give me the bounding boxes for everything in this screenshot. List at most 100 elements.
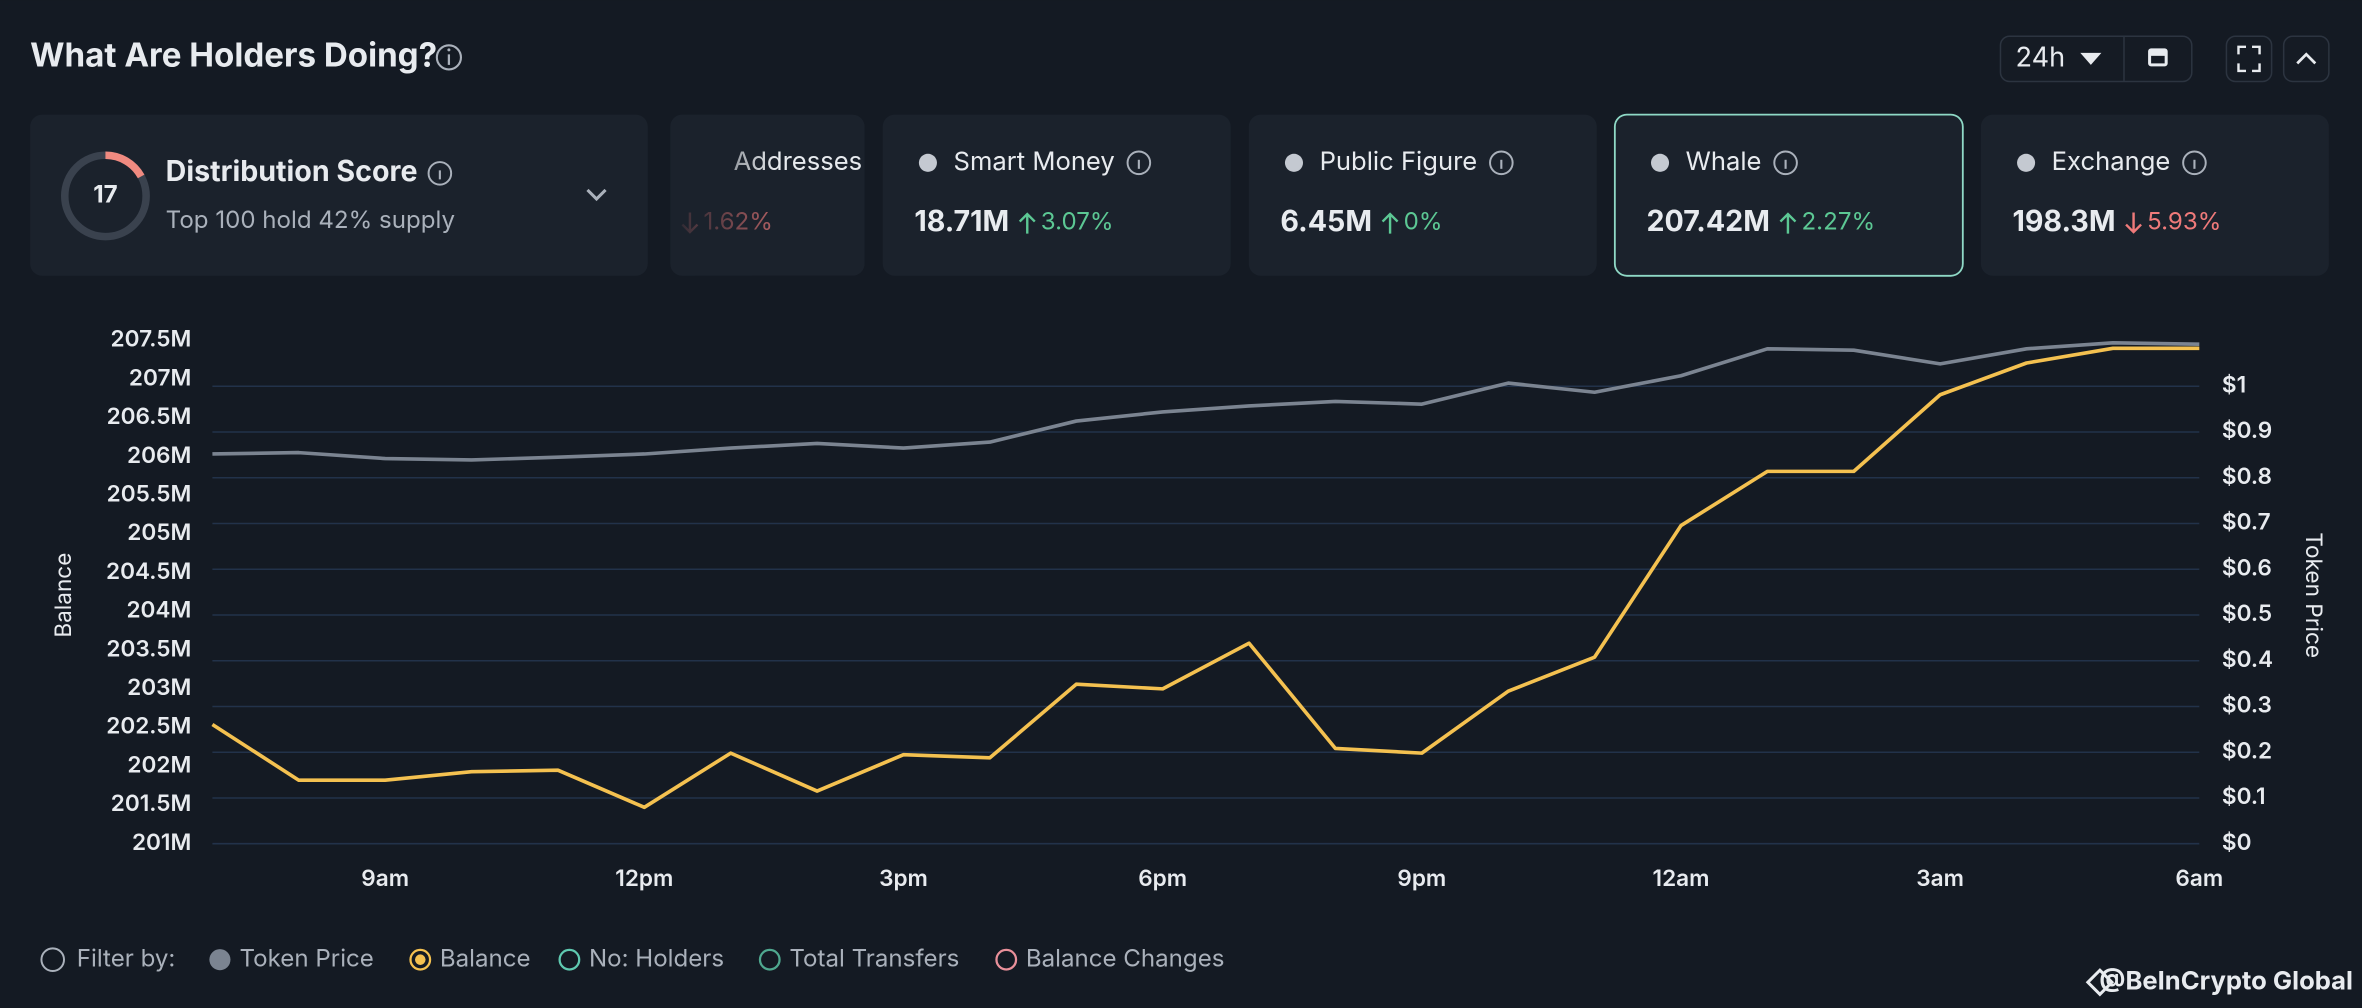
legend-label: Balance Changes xyxy=(1026,943,1225,972)
y2-tick-label: $0.8 xyxy=(2222,463,2272,490)
collapse-button[interactable] xyxy=(2282,35,2330,83)
y-tick-label: 204.5M xyxy=(106,558,191,585)
change-arrow xyxy=(1381,212,1399,234)
chevron xyxy=(586,188,607,202)
y-tick-label: 204M xyxy=(126,597,191,624)
card-icon xyxy=(1284,153,1304,172)
y-tick-label: 202M xyxy=(127,751,191,778)
y-tick-label: 202.5M xyxy=(106,713,191,740)
stat-card[interactable]: Public Figure 6.45M 0% xyxy=(1248,114,1597,276)
y-tick-label: 205.5M xyxy=(107,481,192,508)
series-line xyxy=(212,341,2200,462)
y2-tick-label: $0.5 xyxy=(2222,600,2272,627)
card-label: Public Figure xyxy=(1320,146,1478,177)
y-tick-label: 203M xyxy=(127,674,191,701)
card-change: 3.07% xyxy=(1041,207,1114,236)
card-bg xyxy=(1980,114,2329,276)
filter-item[interactable]: Balance Changes xyxy=(995,943,1225,972)
info-icon[interactable] xyxy=(1489,150,1514,176)
y2-axis-title: Token Price xyxy=(2300,532,2327,658)
info-icon[interactable] xyxy=(1126,150,1152,176)
card-icon xyxy=(918,153,937,172)
y2-tick-label: $0.2 xyxy=(2222,737,2272,764)
x-tick-label: 6am xyxy=(2175,865,2223,892)
info-icon xyxy=(40,947,66,972)
card-icon xyxy=(1650,153,1670,172)
card-bg xyxy=(1613,113,1964,277)
info-icon[interactable] xyxy=(435,44,463,71)
y-tick-label: 205M xyxy=(127,519,191,546)
y-tick-label: 207M xyxy=(129,364,191,391)
legend-label: Balance xyxy=(440,943,531,972)
card-value: 6.45M xyxy=(1280,203,1372,238)
filter-item[interactable]: Token Price xyxy=(209,943,374,972)
y2-tick-label: $0.3 xyxy=(2222,692,2272,719)
time-range: 24h xyxy=(2016,40,2066,73)
x-tick-label: 6pm xyxy=(1138,865,1187,892)
legend-swatch xyxy=(209,949,231,971)
y-tick-label: 203.5M xyxy=(106,635,191,662)
filter-item[interactable]: No: Holders xyxy=(558,943,724,972)
y2-tick-label: $0.4 xyxy=(2222,646,2273,673)
card-change: 5.93% xyxy=(2147,207,2221,236)
y2-tick-label: $0.1 xyxy=(2222,783,2266,810)
filter-item[interactable]: Balance xyxy=(409,943,531,972)
watermark: @BeInCrypto Global xyxy=(2099,965,2353,996)
x-tick-label: 12pm xyxy=(615,865,673,892)
filter-item[interactable]: Total Transfers xyxy=(758,943,959,972)
card-bg xyxy=(1248,114,1597,276)
x-tick-label: 3am xyxy=(1916,865,1964,892)
filter-label: Filter by: xyxy=(77,943,176,972)
y-tick-label: 206M xyxy=(127,442,191,469)
score-title: Distribution Score xyxy=(166,153,418,188)
y-tick-label: 201M xyxy=(132,829,191,856)
card-label: Smart Money xyxy=(954,146,1115,177)
x-tick-label: 12am xyxy=(1653,865,1710,892)
card-change: 2.27% xyxy=(1801,207,1875,236)
distribution-card[interactable]: 17 Distribution Score Top 100 hold 42% s… xyxy=(30,114,648,276)
time-range-select[interactable]: 24h xyxy=(1999,35,2193,83)
chart: $0 $0.1 $0.2 $0.3 $0.4 $0.5 $0.6 $0.7 $0.8 $0.9 $1… xyxy=(50,326,2327,892)
score-subtitle: Top 100 hold 42% supply xyxy=(166,205,455,234)
y2-tick-label: $0.9 xyxy=(2222,417,2272,444)
legend-swatch xyxy=(758,948,781,971)
x-tick-label: 9am xyxy=(361,865,409,892)
card-icon xyxy=(2017,153,2036,172)
stat-card[interactable]: Exchange 198.3M 5.93% xyxy=(1980,114,2329,276)
title: What Are Holders Doing? xyxy=(30,34,437,74)
card-value: 18.71M xyxy=(914,203,1009,238)
x-tick-label: 3pm xyxy=(879,865,928,892)
card-bg xyxy=(882,114,1231,276)
y2-tick-label: $0.6 xyxy=(2222,554,2272,581)
filter-legend: Filter by: Token Price Balance No: Holders T… xyxy=(40,943,1225,972)
info-icon[interactable] xyxy=(1773,150,1798,176)
card-label: Whale xyxy=(1686,146,1762,177)
y2-tick-label: $1 xyxy=(2222,371,2246,398)
stat-card[interactable]: Addresses1.62% xyxy=(655,114,897,276)
legend-swatch xyxy=(558,948,581,971)
y2-tick-label: $0 xyxy=(2222,829,2252,856)
change-arrow xyxy=(2125,212,2142,234)
fullscreen-button[interactable] xyxy=(2225,35,2273,83)
change-arrow xyxy=(1018,212,1036,234)
x-tick-label: 9pm xyxy=(1397,865,1446,892)
info-icon[interactable] xyxy=(427,161,453,186)
change-arrow xyxy=(1779,212,1797,234)
card-label: Exchange xyxy=(2052,146,2171,177)
calendar-button[interactable] xyxy=(2148,48,2168,67)
legend-label: Total Transfers xyxy=(789,943,959,972)
stat-card[interactable]: Whale 207.42M 2.27% xyxy=(1613,113,1964,277)
legend-label: No: Holders xyxy=(589,943,724,972)
series-line xyxy=(211,346,2200,810)
legend-swatch-dot xyxy=(415,954,426,965)
y-axis-title: Balance xyxy=(50,553,77,638)
y-tick-label: 206.5M xyxy=(107,403,192,430)
card-value: 198.3M xyxy=(2013,203,2116,238)
ring-score xyxy=(61,151,150,241)
y-tick-label: 207.5M xyxy=(111,326,192,353)
y-tick-label: 201.5M xyxy=(111,790,192,817)
info-icon[interactable] xyxy=(2182,150,2207,176)
stat-card[interactable]: Smart Money 18.71M 3.07% xyxy=(882,114,1231,276)
